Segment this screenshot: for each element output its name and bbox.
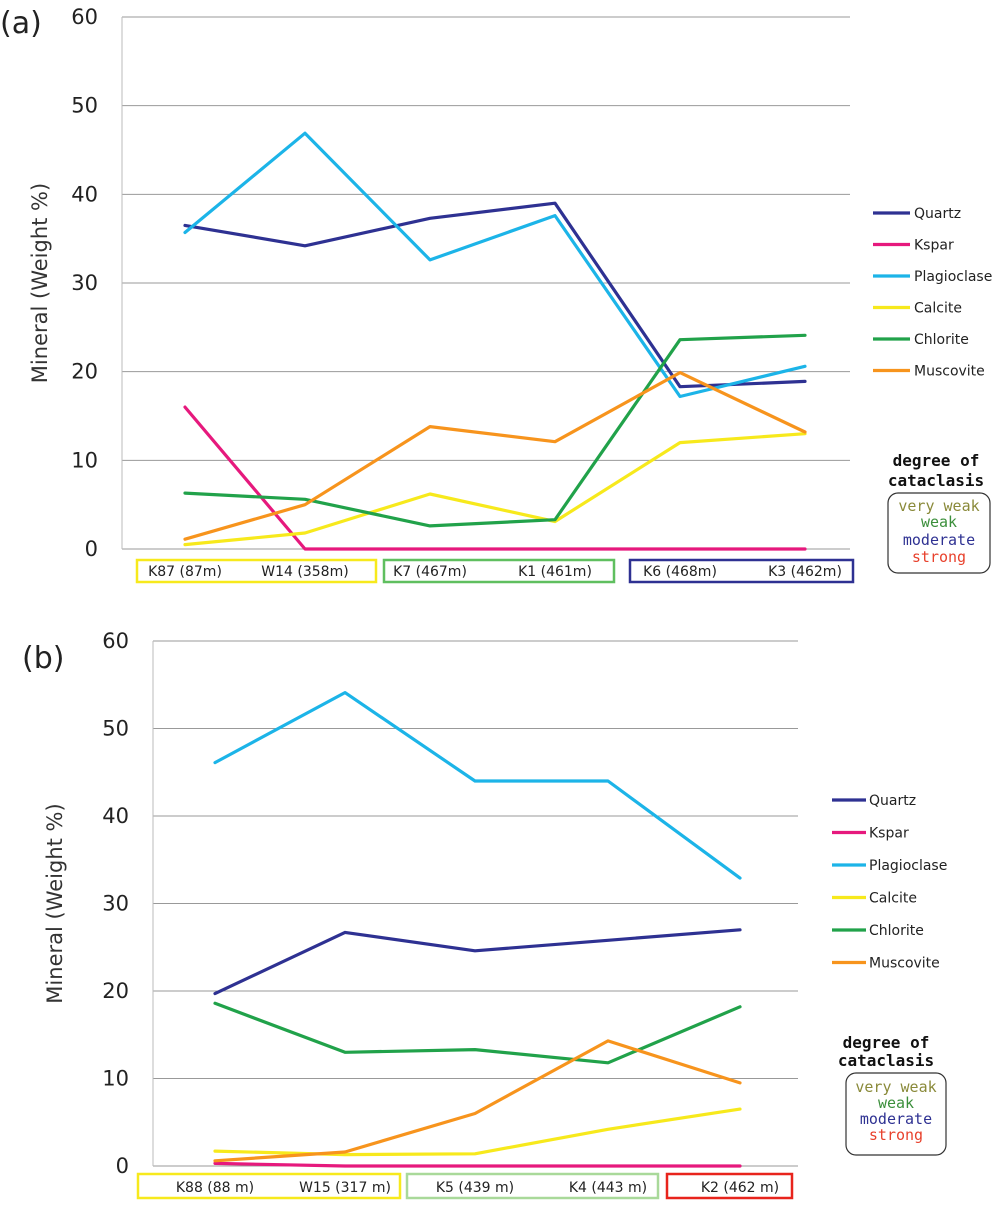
- cataclasis-level-label: strong: [869, 1126, 923, 1144]
- legend-label: Chlorite: [869, 923, 924, 939]
- legend-label: Calcite: [914, 301, 962, 317]
- panel-label: (a): [0, 6, 42, 41]
- y-tick-label: 40: [102, 804, 129, 828]
- cataclasis-level-label: weak: [921, 513, 957, 531]
- legend-label: Quartz: [914, 206, 961, 222]
- legend-label: Plagioclase: [869, 858, 947, 874]
- x-category-label: K2 (462 m): [701, 1180, 779, 1196]
- panel-label: (b): [22, 641, 64, 676]
- legend-label: Chlorite: [914, 332, 969, 348]
- y-tick-label: 50: [71, 94, 98, 118]
- y-tick-label: 60: [71, 5, 98, 29]
- cataclasis-legend-title: degree of: [893, 451, 980, 470]
- cataclasis-level-label: strong: [912, 548, 966, 566]
- legend-label: Muscovite: [914, 364, 985, 380]
- series-line-chlorite: [213, 1001, 742, 1065]
- series-line-plagioclase: [213, 690, 742, 880]
- series-line-kspar: [213, 1161, 742, 1168]
- cataclasis-legend-title: degree of: [843, 1033, 930, 1052]
- category-group-box: [382, 558, 616, 584]
- series-line-quartz: [213, 928, 742, 996]
- x-category-label: K7 (467m): [393, 564, 467, 580]
- y-tick-label: 10: [71, 448, 98, 472]
- chart-panel-b: (b) 0 10 20 30 40 50 60 Mineral (Weight %) K88 (8…: [22, 629, 947, 1200]
- cataclasis-level-label: moderate: [860, 1110, 932, 1128]
- legend-label: Kspar: [869, 826, 909, 842]
- series-line-calcite: [213, 1107, 742, 1157]
- x-category-label: W14 (358m): [261, 564, 348, 580]
- series-line-chlorite: [183, 333, 807, 528]
- cataclasis-level-label: very weak: [898, 497, 979, 515]
- x-category-label: K3 (462m): [768, 564, 842, 580]
- cataclasis-level-label: very weak: [855, 1078, 936, 1096]
- category-group-box: [136, 1172, 402, 1200]
- x-category-label: W15 (317 m): [299, 1180, 391, 1196]
- y-tick-label: 20: [102, 979, 129, 1003]
- category-group-box: [405, 1172, 660, 1200]
- x-category-label: K6 (468m): [643, 564, 717, 580]
- y-tick-label: 0: [116, 1154, 129, 1178]
- cataclasis-legend-title: cataclasis: [888, 471, 984, 490]
- cataclasis-level-label: moderate: [903, 531, 975, 549]
- series-line-muscovite: [213, 1039, 742, 1163]
- cataclasis-legend-title: cataclasis: [838, 1051, 934, 1070]
- category-group-box: [665, 1172, 794, 1200]
- x-category-label: K88 (88 m): [176, 1180, 254, 1196]
- legend-label: Calcite: [869, 891, 917, 907]
- y-tick-label: 10: [102, 1067, 129, 1091]
- category-group-box: [628, 558, 855, 584]
- x-category-label: K1 (461m): [518, 564, 592, 580]
- y-tick-label: 20: [71, 360, 98, 384]
- legend-label: Muscovite: [869, 956, 940, 972]
- cataclasis-level-label: weak: [878, 1094, 914, 1112]
- legend-label: Plagioclase: [914, 269, 992, 285]
- series-line-quartz: [183, 201, 807, 389]
- series-line-calcite: [183, 432, 807, 547]
- y-tick-label: 50: [102, 717, 129, 741]
- y-tick-label: 30: [102, 892, 129, 916]
- category-group-box: [135, 558, 378, 584]
- series-line-muscovite: [183, 371, 807, 541]
- y-tick-label: 60: [102, 629, 129, 653]
- series-line-plagioclase: [183, 131, 807, 399]
- cataclasis-legend-box: [845, 1072, 947, 1156]
- legend-label: Quartz: [869, 793, 916, 809]
- x-category-label: K4 (443 m): [569, 1180, 647, 1196]
- y-tick-label: 0: [85, 537, 98, 561]
- y-tick-label: 30: [71, 271, 98, 295]
- cataclasis-legend-box: [887, 492, 991, 574]
- x-category-label: K5 (439 m): [436, 1180, 514, 1196]
- legend-label: Kspar: [914, 238, 954, 254]
- series-line-kspar: [183, 405, 807, 551]
- chart-panel-a: (a) 0 10 20 30 40 50 60 Mineral (Weight %) K87 (8…: [0, 5, 992, 584]
- y-tick-label: 40: [71, 182, 98, 206]
- y-axis-label: Mineral (Weight %): [28, 183, 52, 383]
- x-category-label: K87 (87m): [148, 564, 222, 580]
- y-axis-label: Mineral (Weight %): [43, 803, 67, 1003]
